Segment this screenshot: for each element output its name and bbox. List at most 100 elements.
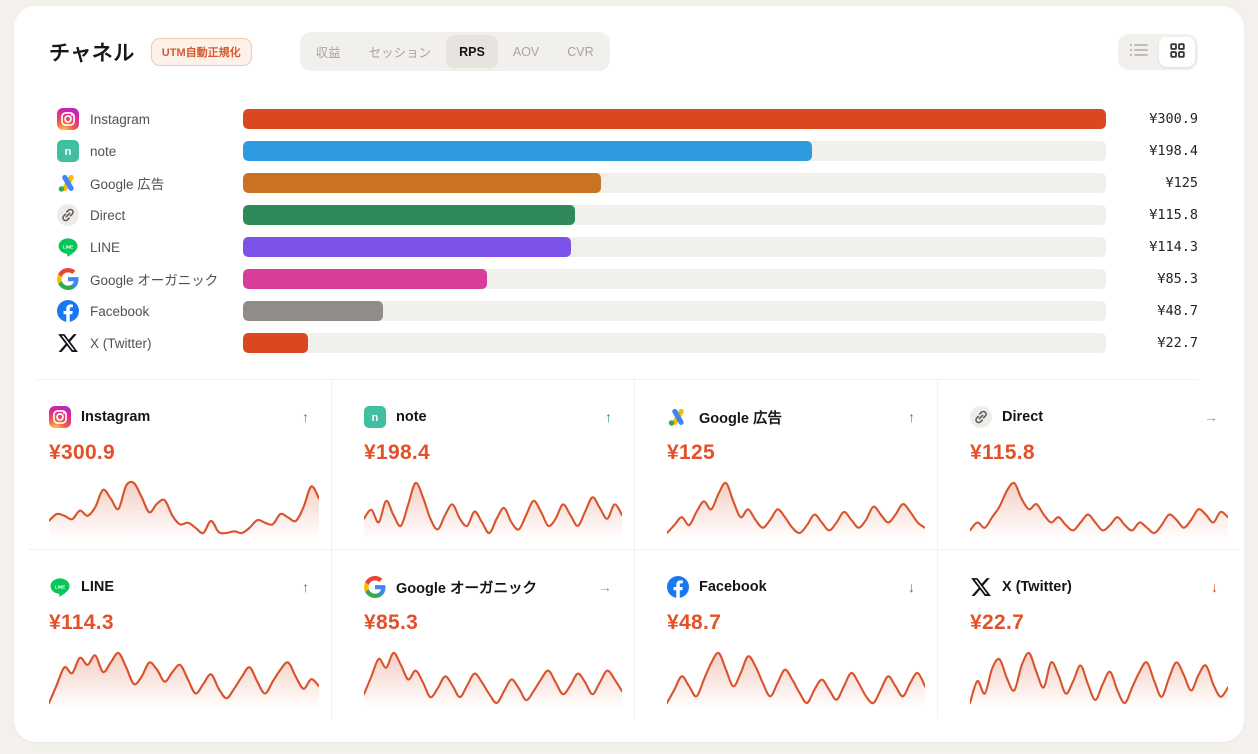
- bar-fill: [243, 237, 571, 257]
- channel-bar-row[interactable]: X (Twitter) ¥22.7: [35, 327, 1198, 359]
- bar-fill: [243, 269, 488, 289]
- channel-name: Instagram: [81, 409, 151, 425]
- channel-name: Google 広告: [699, 410, 782, 427]
- facebook-icon: [57, 300, 79, 322]
- bar-value: ¥48.7: [1157, 303, 1198, 319]
- channel-name: Direct: [1002, 409, 1044, 425]
- bar-track: [243, 301, 1106, 321]
- trend-flat-icon: →: [1204, 409, 1218, 425]
- channel-bar-row[interactable]: Facebook ¥48.7: [35, 295, 1198, 327]
- note-icon: n: [57, 140, 79, 162]
- channel-bar-row[interactable]: Instagram ¥300.9: [35, 103, 1198, 135]
- google-icon: [364, 576, 386, 598]
- channel-cards-grid: Instagram ↑ ¥300.9 n note ↑ ¥198.4: [28, 380, 1240, 719]
- note-icon: n: [364, 406, 386, 428]
- channel-card[interactable]: Direct → ¥115.8: [937, 380, 1240, 550]
- sparkline-chart: [970, 475, 1228, 539]
- dashboard-panel: チャネル UTM自動正規化 収益 セッション RPS AOV CVR: [14, 6, 1244, 742]
- bar-value: ¥300.9: [1149, 111, 1198, 127]
- list-view-button[interactable]: [1121, 37, 1157, 67]
- channel-name: Google オーガニック: [90, 273, 219, 288]
- tab-metric-3[interactable]: AOV: [500, 35, 552, 68]
- channel-bar-row[interactable]: Direct ¥115.8: [35, 199, 1198, 231]
- bar-value: ¥125: [1165, 175, 1198, 191]
- sparkline-chart: [667, 475, 925, 539]
- page-title: チャネル: [49, 41, 135, 65]
- channel-bar-row[interactable]: LINE LINE ¥114.3: [35, 231, 1198, 263]
- channel-card[interactable]: Google オーガニック → ¥85.3: [331, 550, 634, 719]
- tab-metric-0[interactable]: 収益: [303, 35, 354, 68]
- bar-track: [243, 173, 1106, 193]
- section-divider: [35, 379, 1198, 380]
- trend-up-icon: ↑: [605, 409, 612, 425]
- channel-bar-chart: Instagram ¥300.9 n note ¥198.4 Google 広告…: [35, 103, 1198, 359]
- bar-fill: [243, 333, 308, 353]
- channel-name: X (Twitter): [90, 335, 152, 351]
- channel-value: ¥22.7: [970, 611, 1025, 634]
- channel-card[interactable]: Instagram ↑ ¥300.9: [28, 380, 331, 550]
- google-icon: [57, 268, 79, 290]
- channel-value: ¥125: [667, 441, 715, 464]
- trend-up-icon: ↑: [908, 409, 915, 425]
- channel-value: ¥114.3: [49, 611, 114, 634]
- bar-track: [243, 205, 1106, 225]
- channel-name: X (Twitter): [1002, 579, 1072, 595]
- bar-track: [243, 109, 1106, 129]
- svg-text:n: n: [372, 412, 379, 424]
- bar-value: ¥85.3: [1157, 271, 1198, 287]
- bar-value: ¥22.7: [1157, 335, 1198, 351]
- channel-bar-row[interactable]: Google オーガニック ¥85.3: [35, 263, 1198, 295]
- bar-track: [243, 237, 1106, 257]
- sparkline-chart: [667, 645, 925, 709]
- grid-view-icon: [1169, 42, 1186, 62]
- channel-name: Google オーガニック: [396, 580, 537, 597]
- channel-name: Facebook: [90, 303, 150, 319]
- tab-rps[interactable]: RPS: [446, 35, 498, 68]
- channel-name: Facebook: [699, 579, 767, 595]
- bar-fill: [243, 205, 576, 225]
- utm-normalization-badge: UTM自動正規化: [150, 37, 252, 66]
- bar-track: [243, 141, 1106, 161]
- channel-card[interactable]: Facebook ↓ ¥48.7: [634, 550, 937, 719]
- metric-tabs: 収益 セッション RPS AOV CVR: [299, 32, 610, 71]
- header: チャネル UTM自動正規化 収益 セッション RPS AOV CVR: [35, 32, 1198, 71]
- channel-value: ¥300.9: [49, 441, 116, 464]
- svg-text:LINE: LINE: [55, 584, 65, 589]
- tab-metric-1[interactable]: セッション: [356, 35, 445, 68]
- direct-icon: [57, 204, 79, 226]
- facebook-icon: [667, 576, 689, 598]
- google-ads-icon: [667, 406, 689, 428]
- channel-name: note: [90, 143, 117, 159]
- channel-card[interactable]: n note ↑ ¥198.4: [331, 380, 634, 550]
- list-view-icon: [1129, 42, 1149, 61]
- sparkline-chart: [364, 645, 622, 709]
- channel-bar-row[interactable]: n note ¥198.4: [35, 135, 1198, 167]
- line-icon: LINE: [49, 576, 71, 598]
- instagram-icon: [57, 108, 79, 130]
- channel-name: Direct: [90, 207, 126, 223]
- svg-text:LINE: LINE: [63, 244, 73, 249]
- google-ads-icon: [57, 172, 79, 194]
- sparkline-chart: [49, 475, 319, 539]
- channel-card[interactable]: LINE LINE ↑ ¥114.3: [28, 550, 331, 719]
- grid-view-button[interactable]: [1159, 36, 1195, 67]
- channel-card[interactable]: Google 広告 ↑ ¥125: [634, 380, 937, 550]
- tab-metric-4[interactable]: CVR: [554, 35, 606, 68]
- channel-card[interactable]: X (Twitter) ↓ ¥22.7: [937, 550, 1240, 719]
- channel-value: ¥48.7: [667, 611, 722, 634]
- trend-down-icon: ↓: [908, 579, 915, 595]
- view-toggle-group: [1118, 33, 1198, 70]
- channel-name: note: [396, 409, 427, 425]
- bar-fill: [243, 141, 812, 161]
- channel-value: ¥198.4: [364, 441, 431, 464]
- channel-name: Google 広告: [90, 177, 165, 192]
- bar-track: [243, 333, 1106, 353]
- bar-value: ¥114.3: [1149, 239, 1198, 255]
- trend-down-icon: ↓: [1211, 579, 1218, 595]
- channel-value: ¥85.3: [364, 611, 419, 634]
- channel-bar-row[interactable]: Google 広告 ¥125: [35, 167, 1198, 199]
- bar-track: [243, 269, 1106, 289]
- channel-name: Instagram: [90, 111, 151, 127]
- x-twitter-icon: [57, 332, 79, 354]
- bar-fill: [243, 173, 602, 193]
